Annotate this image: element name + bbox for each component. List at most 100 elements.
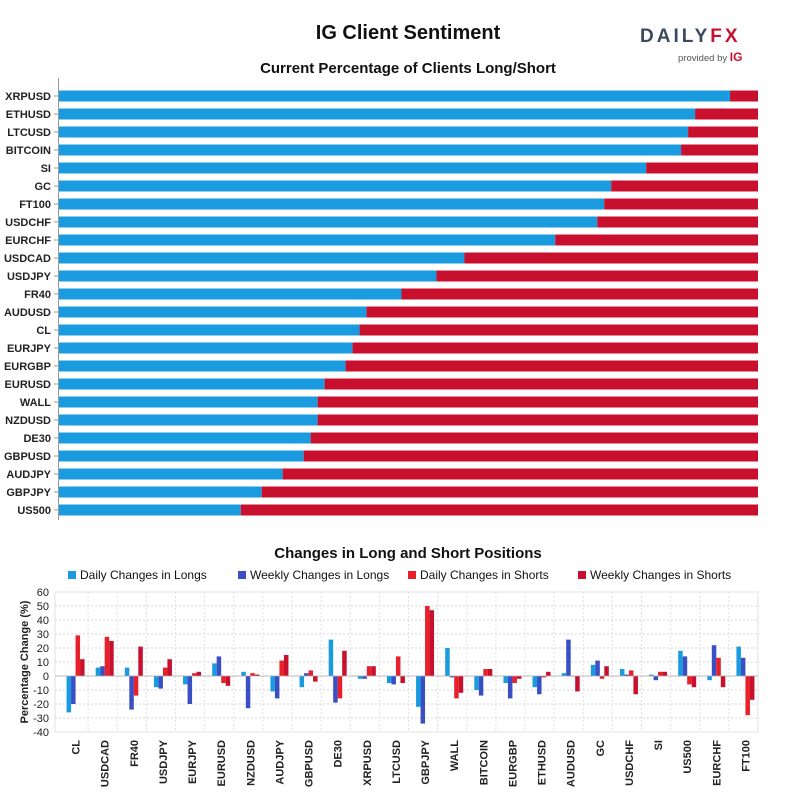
weekly-short-bar <box>167 659 172 676</box>
short-bar <box>401 288 758 300</box>
daily-short-bar <box>541 676 547 678</box>
changes-chart-title: Changes in Long and Short Positions <box>274 545 542 562</box>
changes-category-label: USDCAD <box>100 740 112 787</box>
changes-category-label: WALL <box>449 740 461 771</box>
sentiment-category-label: ETHUSD <box>6 109 51 121</box>
sentiment-category-label: EURUSD <box>5 379 52 391</box>
changes-category-label: LTCUSD <box>391 740 403 784</box>
weekly-long-bar <box>653 676 659 681</box>
daily-short-bar <box>279 660 284 676</box>
short-bar <box>646 162 758 174</box>
weekly-short-bar <box>138 646 143 676</box>
changes-category-label: FT100 <box>740 740 752 772</box>
daily-long-bar <box>183 676 188 685</box>
short-bar <box>555 234 758 246</box>
sentiment-category-label: EURGBP <box>4 361 51 373</box>
changes-category-label: AUDUSD <box>566 740 578 787</box>
long-bar <box>59 468 283 480</box>
short-bar <box>303 450 758 462</box>
daily-long-bar <box>649 674 654 676</box>
long-bar <box>59 234 556 246</box>
weekly-short-bar <box>225 676 231 686</box>
short-bar <box>730 90 758 102</box>
legend-label-weekly-longs: Weekly Changes in Longs <box>250 568 390 582</box>
short-bar <box>317 396 758 408</box>
changes-y-tick-label: 50 <box>37 601 49 613</box>
legend-item-daily-longs: Daily Changes in Longs <box>68 568 207 582</box>
dailyfx-logo: DAILYFX provided by IG <box>640 26 750 64</box>
daily-long-bar <box>445 648 450 676</box>
legend-label-weekly-shorts: Weekly Changes in Shorts <box>590 568 732 582</box>
sentiment-category-label: SI <box>41 163 51 175</box>
weekly-short-bar <box>400 676 405 683</box>
changes-y-tick-label: 20 <box>37 643 49 655</box>
sentiment-category-label: AUDUSD <box>4 307 51 319</box>
sentiment-category-label: XRPUSD <box>5 91 51 103</box>
sentiment-category-label: USDCHF <box>5 217 51 229</box>
weekly-long-bar <box>595 660 600 676</box>
sentiment-category-label: EURCHF <box>5 235 51 247</box>
changes-y-tick-label: 10 <box>37 657 49 669</box>
changes-category-label: USDJPY <box>158 739 170 784</box>
weekly-long-bar <box>624 674 629 676</box>
daily-long-bar <box>619 669 625 676</box>
daily-short-bar <box>308 670 314 676</box>
changes-category-label: GBPUSD <box>304 740 316 787</box>
weekly-short-bar <box>342 650 347 676</box>
daily-short-bar <box>658 671 663 676</box>
long-bar <box>59 360 346 372</box>
daily-long-bar <box>212 663 217 676</box>
changes-category-label: EURCHF <box>711 740 723 786</box>
logo-brand-accent: FX <box>710 26 741 47</box>
sentiment-chart-title: Current Percentage of Clients Long/Short <box>260 60 556 77</box>
changes-category-label: FR40 <box>129 740 141 767</box>
daily-short-bar <box>745 676 750 716</box>
short-bar <box>324 378 758 390</box>
page-title: IG Client Sentiment <box>315 22 501 44</box>
sentiment-category-label: AUDJPY <box>6 469 51 481</box>
long-bar <box>59 90 731 102</box>
daily-short-bar <box>104 636 110 676</box>
weekly-short-bar <box>487 669 493 676</box>
weekly-long-bar <box>187 676 193 704</box>
weekly-long-bar <box>566 639 571 676</box>
changes-y-tick-label: -40 <box>33 727 49 739</box>
daily-long-bar <box>474 676 479 690</box>
sentiment-category-label: EURJPY <box>7 343 52 355</box>
sentiment-category-label: GBPJPY <box>6 487 51 499</box>
weekly-short-bar <box>662 671 668 676</box>
daily-short-bar <box>716 657 721 676</box>
short-bar <box>604 198 758 210</box>
short-bar <box>240 504 759 516</box>
changes-y-tick-label: 30 <box>37 629 49 641</box>
legend-item-weekly-shorts: Weekly Changes in Shorts <box>578 568 731 582</box>
weekly-long-bar <box>100 666 105 676</box>
sentiment-category-label: CL <box>36 325 51 337</box>
logo-brand-main: DAILY <box>640 26 711 47</box>
changes-y-tick-label: 60 <box>37 587 49 599</box>
long-bar <box>59 450 304 462</box>
changes-category-label: GBPJPY <box>420 739 432 784</box>
changes-category-label: EURUSD <box>216 740 228 787</box>
weekly-short-bar <box>720 676 726 688</box>
weekly-short-bar <box>313 676 318 682</box>
changes-y-tick-label: 40 <box>37 615 49 627</box>
weekly-long-bar <box>478 676 484 696</box>
long-bar <box>59 486 262 498</box>
daily-long-bar <box>590 664 596 676</box>
long-bar <box>59 198 605 210</box>
legend-swatch-daily-shorts <box>408 571 416 579</box>
long-bar <box>59 252 465 264</box>
short-bar <box>681 144 758 156</box>
long-bar <box>59 378 325 390</box>
weekly-short-bar <box>575 676 580 692</box>
logo-provided-by: provided by <box>678 53 728 64</box>
weekly-long-bar <box>158 676 163 689</box>
daily-long-bar <box>678 650 683 676</box>
weekly-short-bar <box>196 671 202 676</box>
daily-short-bar <box>366 666 372 676</box>
weekly-short-bar <box>749 676 755 700</box>
daily-long-bar <box>707 676 712 681</box>
changes-y-tick-label: -10 <box>33 685 49 697</box>
long-bar <box>59 396 318 408</box>
